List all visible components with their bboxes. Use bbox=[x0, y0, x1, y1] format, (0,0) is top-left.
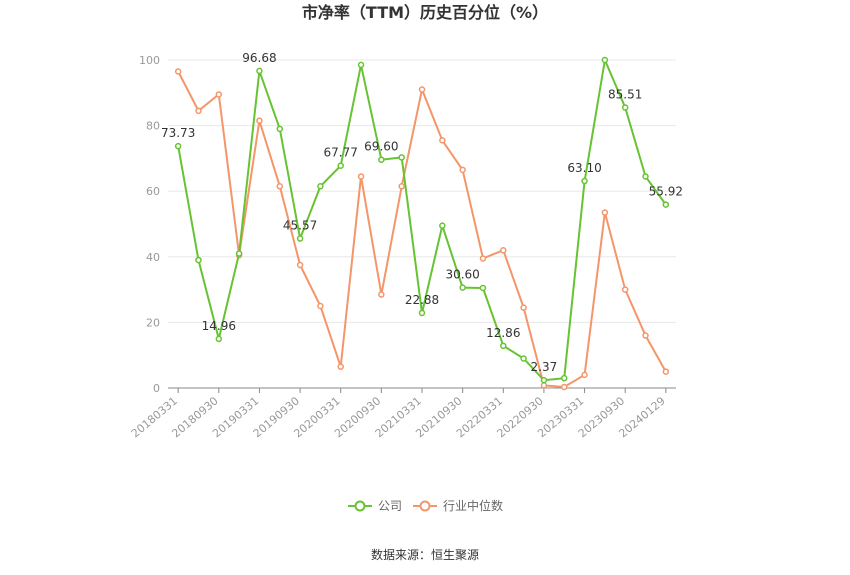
data-point-company[interactable] bbox=[581, 177, 588, 185]
data-point-company[interactable] bbox=[317, 183, 324, 190]
data-label: 55.92 bbox=[649, 185, 683, 199]
y-tick-label: 60 bbox=[146, 185, 160, 198]
data-point-industry[interactable] bbox=[479, 255, 487, 262]
data-point-industry[interactable] bbox=[439, 137, 446, 144]
data-label: 73.73 bbox=[161, 126, 195, 140]
data-point-industry[interactable] bbox=[560, 383, 568, 391]
data-point-company[interactable] bbox=[337, 162, 344, 169]
legend-item-industry[interactable]: 行业中位数 bbox=[413, 498, 503, 513]
data-point-company[interactable] bbox=[560, 374, 568, 382]
legend-marker-industry bbox=[419, 500, 431, 512]
data-source: 数据来源：恒生聚源 bbox=[371, 547, 479, 562]
y-tick-label: 0 bbox=[153, 382, 160, 395]
data-point-company[interactable] bbox=[500, 342, 507, 350]
data-point-company[interactable] bbox=[195, 256, 202, 264]
data-label: 67.77 bbox=[324, 146, 358, 160]
legend-item-company[interactable]: 公司 bbox=[348, 499, 402, 513]
data-label: 96.68 bbox=[242, 51, 276, 65]
data-label: 22.88 bbox=[405, 293, 439, 307]
data-label: 85.51 bbox=[608, 88, 642, 102]
data-point-company[interactable] bbox=[479, 284, 487, 292]
data-point-company[interactable] bbox=[276, 125, 284, 133]
legend[interactable]: 公司 行业中位数 bbox=[348, 498, 503, 513]
data-point-company[interactable] bbox=[601, 56, 609, 64]
y-tick-label: 80 bbox=[146, 120, 160, 133]
y-tick-label: 40 bbox=[146, 251, 160, 264]
data-point-company[interactable] bbox=[378, 156, 385, 163]
data-point-company[interactable] bbox=[439, 222, 446, 229]
data-point-industry[interactable] bbox=[174, 68, 182, 75]
data-point-industry[interactable] bbox=[398, 183, 405, 190]
data-label: 63.10 bbox=[567, 161, 601, 175]
data-label: 12.86 bbox=[486, 326, 520, 340]
data-point-company[interactable] bbox=[398, 154, 405, 161]
data-point-company[interactable] bbox=[418, 309, 426, 317]
legend-label-industry: 行业中位数 bbox=[443, 498, 503, 513]
data-point-industry[interactable] bbox=[357, 173, 365, 180]
data-point-industry[interactable] bbox=[500, 246, 507, 254]
data-point-company[interactable] bbox=[520, 355, 527, 362]
data-point-industry[interactable] bbox=[215, 91, 223, 98]
y-tick-label: 100 bbox=[139, 54, 160, 67]
data-point-industry[interactable] bbox=[276, 183, 284, 190]
data-point-industry[interactable] bbox=[642, 332, 649, 339]
legend-label-company: 公司 bbox=[378, 499, 402, 513]
data-point-company[interactable] bbox=[256, 67, 263, 75]
legend-marker-company bbox=[354, 500, 366, 512]
data-label: 30.60 bbox=[445, 268, 479, 282]
series-group bbox=[174, 56, 670, 391]
data-point-industry[interactable] bbox=[378, 291, 385, 298]
data-point-company[interactable] bbox=[642, 173, 649, 180]
data-point-industry[interactable] bbox=[540, 382, 548, 389]
series-line-company bbox=[177, 56, 667, 382]
data-point-industry[interactable] bbox=[459, 166, 466, 174]
data-point-industry[interactable] bbox=[662, 368, 670, 375]
data-point-industry[interactable] bbox=[581, 371, 588, 379]
grid-lines bbox=[168, 59, 676, 323]
data-point-industry[interactable] bbox=[296, 261, 304, 269]
data-point-industry[interactable] bbox=[256, 117, 263, 124]
data-point-company[interactable] bbox=[357, 61, 365, 69]
x-axis: 2018033120180930201903312019093020200331… bbox=[129, 387, 676, 440]
data-point-company[interactable] bbox=[459, 284, 466, 291]
series-line-industry bbox=[177, 71, 667, 389]
data-point-industry[interactable] bbox=[337, 363, 344, 370]
data-point-industry[interactable] bbox=[418, 86, 426, 93]
data-label: 45.57 bbox=[283, 219, 317, 233]
data-point-company[interactable] bbox=[662, 201, 670, 208]
data-point-company[interactable] bbox=[296, 235, 304, 242]
data-point-industry[interactable] bbox=[621, 286, 629, 293]
data-point-industry[interactable] bbox=[195, 107, 202, 115]
chart-title: 市净率（TTM）历史百分位（%） bbox=[302, 3, 548, 22]
data-point-industry[interactable] bbox=[317, 302, 324, 310]
data-point-industry[interactable] bbox=[520, 304, 527, 311]
data-label: 14.96 bbox=[202, 319, 236, 333]
y-axis-ticks: 0 20 40 60 80 100 bbox=[139, 54, 160, 395]
data-point-company[interactable] bbox=[174, 142, 182, 150]
data-label: 69.60 bbox=[364, 140, 398, 154]
data-point-company[interactable] bbox=[235, 250, 243, 257]
data-point-company[interactable] bbox=[540, 376, 548, 384]
data-point-company[interactable] bbox=[621, 104, 629, 111]
data-point-company[interactable] bbox=[215, 335, 223, 343]
data-label: 2.37 bbox=[531, 360, 558, 374]
y-tick-label: 20 bbox=[146, 316, 160, 329]
data-point-industry[interactable] bbox=[601, 209, 609, 216]
data-labels: 73.73 14.96 96.68 45.57 67.77 69.60 22.88 30.60… bbox=[161, 51, 683, 374]
